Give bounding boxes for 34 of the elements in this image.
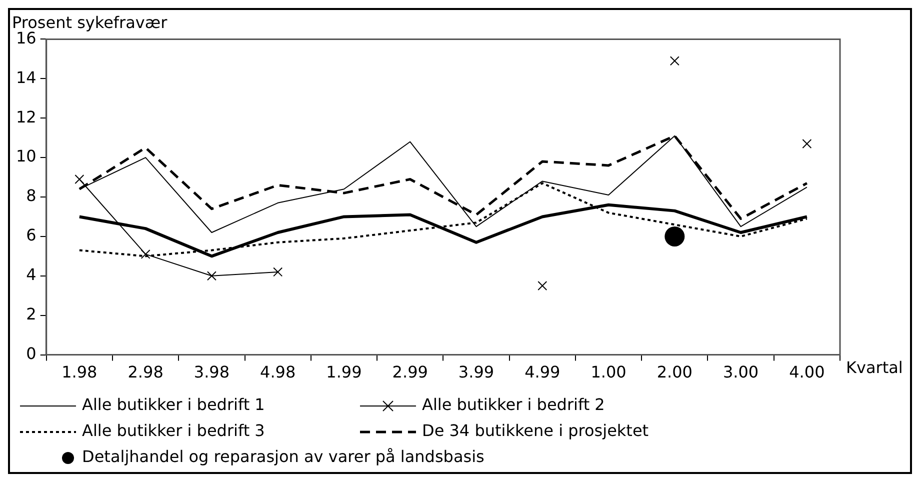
x-tick-label: 3.99 — [458, 362, 494, 382]
x-axis-title: Kvartal — [846, 358, 903, 377]
y-tick-label: 10 — [16, 146, 36, 166]
x-tick-label: 1.99 — [326, 362, 362, 382]
point — [670, 56, 680, 66]
x-tick-label: 3.98 — [194, 362, 230, 382]
point — [538, 281, 548, 291]
point — [664, 226, 685, 246]
legend-label: Detaljhandel og reparasjon av varer på landsbasis — [82, 447, 484, 466]
x-tick-label: 2.00 — [656, 362, 692, 382]
x-tick-label: 4.00 — [789, 362, 825, 382]
legend-label: De 34 butikkene i prosjektet — [422, 421, 649, 440]
y-tick-label: 2 — [26, 304, 36, 324]
x-tick-label: 2.98 — [128, 362, 164, 382]
y-tick-label: 14 — [16, 68, 36, 87]
x-tick-label: 1.00 — [590, 362, 626, 382]
legend-label: Alle butikker i bedrift 3 — [82, 421, 265, 440]
legend-label: Alle butikker i bedrift 1 — [82, 395, 265, 414]
x-tick-label: 4.98 — [260, 362, 296, 382]
x-tick-label: 2.99 — [392, 362, 428, 382]
legend-label: Alle butikker i bedrift 2 — [422, 395, 605, 414]
x-tick-label: 3.00 — [722, 362, 759, 382]
point — [74, 174, 84, 184]
x-tick-label: 1.98 — [62, 362, 98, 382]
y-tick-label: 12 — [16, 107, 36, 126]
y-tick-label: 4 — [26, 265, 36, 284]
x-tick-label: 4.99 — [524, 362, 560, 382]
point — [273, 267, 283, 277]
y-tick-label: 8 — [26, 186, 36, 206]
y-tick-label: 0 — [26, 344, 36, 363]
point — [206, 271, 216, 281]
y-tick-label: 6 — [26, 226, 36, 245]
point — [802, 139, 812, 148]
point — [140, 249, 150, 259]
